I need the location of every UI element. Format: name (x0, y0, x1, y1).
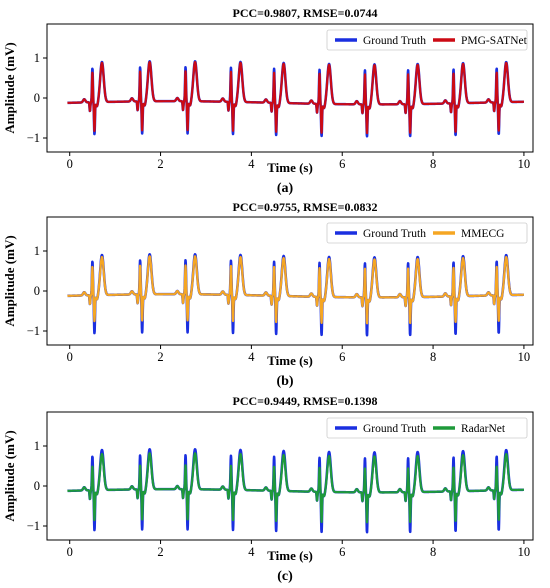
x-tick-label: 2 (157, 545, 163, 559)
series-line-prediction (66, 255, 525, 325)
x-tick-label: 8 (430, 157, 436, 171)
x-tick-label: 4 (248, 157, 255, 171)
x-axis-label: Time (s) (267, 160, 313, 175)
chart-title: PCC=0.9807, RMSE=0.0744 (232, 6, 377, 20)
legend-box (326, 417, 528, 439)
x-tick-label: 4 (248, 545, 255, 559)
x-tick-label: 4 (248, 350, 255, 364)
y-tick-label: 1 (34, 244, 40, 258)
chart-title: PCC=0.9755, RMSE=0.0832 (232, 200, 377, 214)
x-tick-label: 6 (339, 545, 345, 559)
y-tick-label: 1 (34, 51, 40, 65)
x-tick-label: 6 (339, 350, 345, 364)
y-tick-label: −1 (27, 131, 40, 145)
x-tick-label: 2 (157, 157, 163, 171)
x-tick-label: 2 (157, 350, 163, 364)
legend: Ground Truth PMG-SATNet (326, 29, 528, 51)
chart-panel-3: PCC=0.9449, RMSE=0.1398 0 2 4 6 8 10 −1 0 1 Time (… (2, 394, 534, 584)
y-tick-label: 1 (34, 439, 40, 453)
legend-box (326, 29, 528, 51)
y-tick-label: 0 (34, 91, 40, 105)
x-axis-label: Time (s) (267, 548, 313, 563)
y-axis-label: Amplitude (mV) (2, 430, 17, 521)
plot-frame (46, 216, 534, 346)
legend-entry: RadarNet (461, 423, 506, 435)
x-tick-label: 10 (518, 157, 531, 171)
x-tick-label: 8 (430, 545, 436, 559)
chart-panel-2: PCC=0.9755, RMSE=0.0832 0 2 4 6 8 10 −1 0 1 Time (… (2, 200, 534, 389)
chart-title: PCC=0.9449, RMSE=0.1398 (232, 394, 377, 408)
legend-entry: MMECG (461, 228, 504, 240)
legend-entry: Ground Truth (363, 423, 426, 435)
y-axis-label: Amplitude (mV) (2, 42, 17, 133)
x-tick-label: 0 (67, 350, 73, 364)
legend-box (326, 222, 528, 244)
legend-entry: PMG-SATNet (461, 35, 528, 47)
y-tick-label: 0 (34, 479, 40, 493)
series-line-prediction (66, 61, 525, 135)
plot-frame (46, 411, 534, 541)
x-tick-label: 0 (67, 545, 73, 559)
x-tick-label: 6 (339, 157, 345, 171)
legend: Ground Truth RadarNet (326, 417, 528, 439)
legend-entry: Ground Truth (363, 35, 426, 47)
series-line-prediction (66, 452, 525, 524)
x-tick-label: 10 (518, 545, 531, 559)
plot-frame (46, 23, 534, 153)
x-tick-label: 10 (518, 350, 531, 364)
x-tick-label: 8 (430, 350, 436, 364)
y-tick-label: −1 (27, 519, 40, 533)
panel-caption: (a) (277, 181, 294, 196)
panel-caption: (b) (276, 374, 293, 389)
legend-entry: Ground Truth (363, 228, 426, 240)
legend: Ground Truth MMECG (326, 222, 528, 244)
x-axis-label: Time (s) (267, 353, 313, 368)
y-tick-label: −1 (27, 324, 40, 338)
y-axis-label: Amplitude (mV) (2, 235, 17, 326)
x-tick-label: 0 (67, 157, 73, 171)
y-tick-label: 0 (34, 284, 40, 298)
chart-panel-1: PCC=0.9807, RMSE=0.0744 0 2 4 6 8 10 −1 0 1 Time (… (2, 6, 534, 196)
panel-caption: (c) (277, 569, 293, 584)
